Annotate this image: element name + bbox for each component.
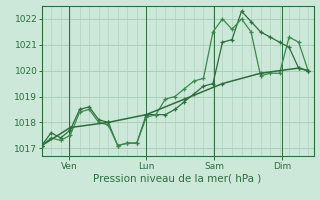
X-axis label: Pression niveau de la mer( hPa ): Pression niveau de la mer( hPa ) xyxy=(93,173,262,183)
